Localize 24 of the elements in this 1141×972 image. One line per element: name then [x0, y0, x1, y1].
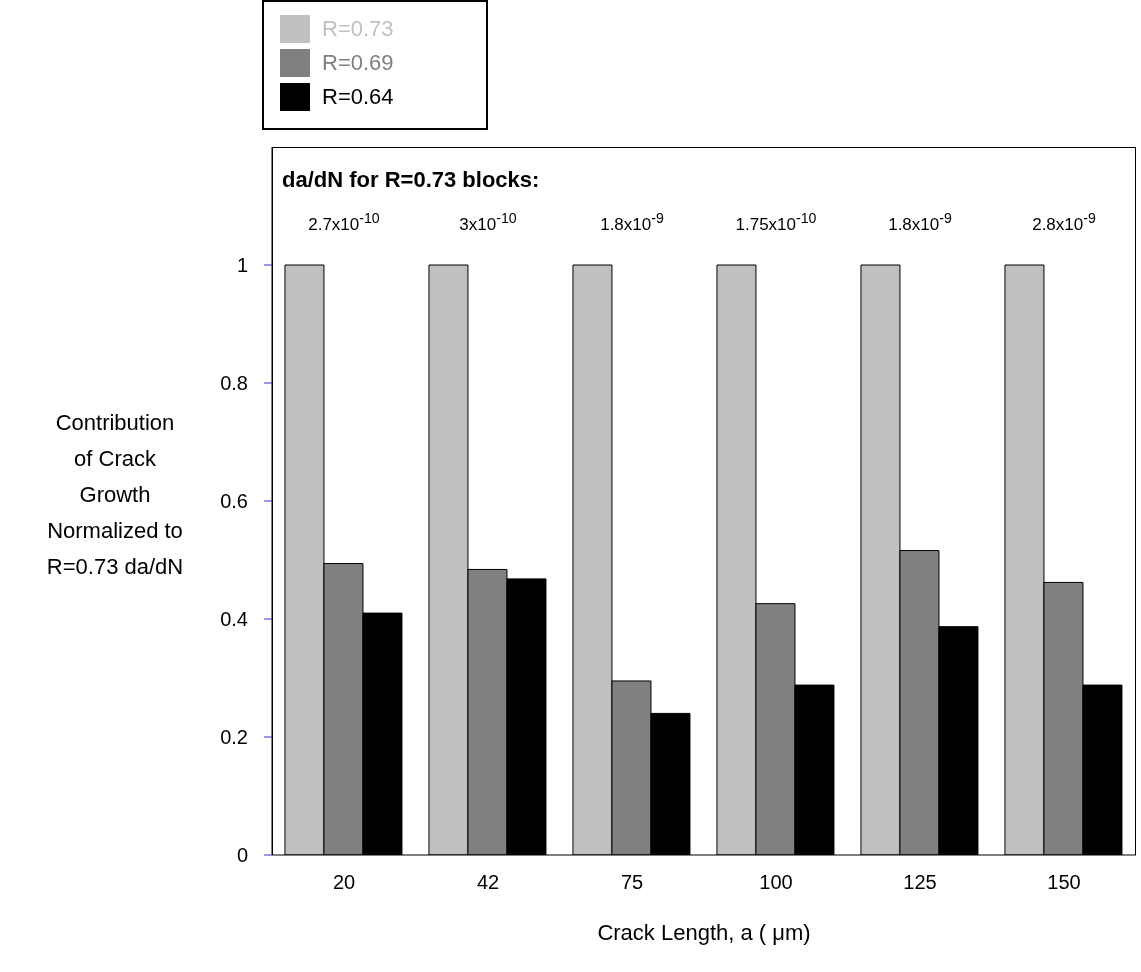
- annotation: 3x10$^{-10}$: [458, 210, 518, 235]
- legend-label: R=0.73: [322, 16, 394, 42]
- annotation: 1.8x10$^{-9}$: [887, 210, 953, 235]
- y-tick-label: 0: [236, 844, 248, 867]
- y-axis-title: Contribution of Crack Growth Normalized to R=0.73 da/dN: [46, 410, 184, 579]
- x-tick-label: 125: [903, 871, 937, 894]
- annotation: 1.75x10$^{-10}$: [734, 210, 818, 235]
- y-tick-label: 1: [236, 254, 248, 277]
- y-tick-label: 0.8: [220, 372, 248, 395]
- x-tick-label: 100: [759, 871, 793, 894]
- annotation: 2.8x10$^{-9}$: [1031, 210, 1097, 235]
- x-tick-label: 42: [476, 871, 500, 894]
- x-axis-title: Crack Length, a ( μm): [596, 920, 812, 946]
- annotation: 2.7x10$^{-10}$: [307, 210, 381, 235]
- y-tick-label: 0.4: [220, 608, 248, 631]
- legend-label: R=0.69: [322, 50, 394, 76]
- y-tick-label: 0.2: [220, 726, 248, 749]
- x-tick-label: 150: [1047, 871, 1081, 894]
- y-tick-label: 0.6: [220, 490, 248, 513]
- legend-label: R=0.64: [322, 84, 394, 110]
- annotation: da/dN for R=0.73 blocks:: [282, 167, 540, 193]
- x-tick-label: 20: [332, 871, 356, 894]
- annotation: 1.8x10$^{-9}$: [599, 210, 665, 235]
- x-tick-label: 75: [620, 871, 644, 894]
